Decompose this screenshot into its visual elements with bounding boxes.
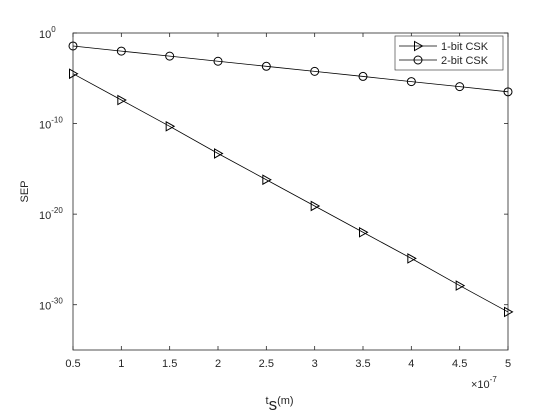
data-point bbox=[69, 68, 79, 80]
data-point bbox=[407, 253, 417, 264]
legend-marker bbox=[414, 40, 424, 52]
y-tick-label: 10-10 bbox=[39, 116, 63, 132]
y-tick-base: 10 bbox=[39, 29, 51, 41]
x-axis-label: ts(m) bbox=[266, 395, 294, 414]
x-multiplier-exponent: -7 bbox=[490, 375, 498, 384]
x-tick-label: 3 bbox=[312, 358, 318, 370]
x-tick-label: 0.5 bbox=[65, 358, 80, 370]
data-point bbox=[504, 306, 514, 318]
y-tick-label: 10-30 bbox=[39, 297, 63, 313]
data-point bbox=[68, 41, 78, 51]
data-point bbox=[117, 94, 127, 106]
x-tick-label: 1.5 bbox=[162, 358, 177, 370]
y-tick-exponent: -20 bbox=[51, 206, 63, 215]
x-tick-label: 1 bbox=[118, 358, 124, 370]
y-tick-exponent: -30 bbox=[51, 297, 63, 306]
y-tick-label: 100 bbox=[39, 25, 56, 41]
data-point bbox=[261, 61, 271, 71]
data-point bbox=[455, 82, 465, 92]
series-line bbox=[72, 73, 509, 313]
data-point bbox=[455, 280, 466, 291]
data-point bbox=[214, 148, 224, 159]
x-label-main: t bbox=[266, 395, 269, 407]
y-tick-exponent: 0 bbox=[51, 25, 56, 34]
x-multiplier-base: ×10 bbox=[471, 379, 490, 391]
x-tick-label: 5 bbox=[505, 358, 511, 370]
data-point bbox=[503, 87, 513, 97]
data-point bbox=[262, 174, 272, 186]
x-tick-label: 3.5 bbox=[355, 358, 370, 370]
y-tick-base: 10 bbox=[39, 301, 51, 313]
y-tick-base: 10 bbox=[39, 120, 51, 132]
plot-area bbox=[72, 32, 509, 351]
y-tick-label: 10-20 bbox=[39, 206, 63, 222]
data-point bbox=[310, 66, 320, 76]
data-point bbox=[165, 120, 176, 132]
y-tick-exponent: -10 bbox=[51, 116, 63, 125]
x-multiplier: ×10-7 bbox=[471, 375, 497, 391]
legend-label: 2-bit CSK bbox=[441, 55, 489, 67]
x-tick-label: 4.5 bbox=[452, 358, 467, 370]
x-label-sub: s bbox=[269, 395, 278, 414]
x-tick-label: 2 bbox=[215, 358, 221, 370]
data-point bbox=[310, 200, 321, 212]
data-point bbox=[359, 226, 369, 238]
data-point bbox=[406, 77, 416, 87]
y-axis-label: SEP bbox=[19, 180, 31, 202]
data-point bbox=[358, 71, 368, 81]
x-tick-label: 4 bbox=[408, 358, 414, 370]
x-tick-label: 2.5 bbox=[259, 358, 274, 370]
data-point bbox=[165, 51, 175, 61]
x-label-rest: (m) bbox=[277, 395, 294, 407]
data-point bbox=[116, 46, 126, 56]
series-line bbox=[72, 45, 509, 93]
legend-box bbox=[394, 35, 504, 71]
data-point bbox=[213, 56, 223, 66]
y-tick-base: 10 bbox=[39, 210, 51, 222]
legend-label: 1-bit CSK bbox=[441, 41, 489, 53]
legend-marker bbox=[413, 55, 423, 65]
